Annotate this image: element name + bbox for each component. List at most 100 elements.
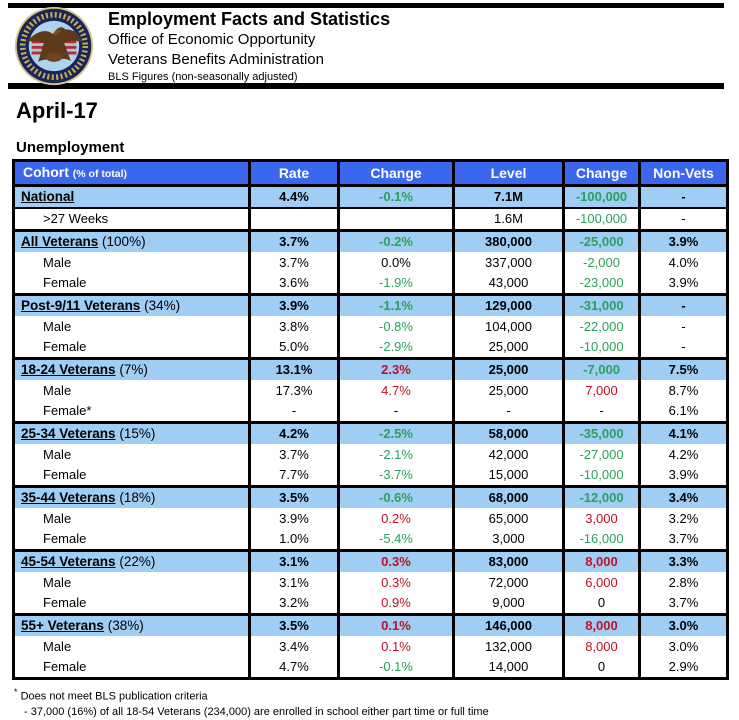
nonvets-cell: 8.7% <box>638 380 729 401</box>
level-change-cell: 7,000 <box>562 380 641 401</box>
nonvets-cell: 2.9% <box>638 657 729 679</box>
rate-cell: 4.7% <box>248 657 340 679</box>
cohort-cell: Male <box>12 636 251 657</box>
cohort-cell: All Veterans (100%) <box>12 229 251 252</box>
rate-cell: 17.3% <box>248 380 340 401</box>
nonvets-cell: 2.8% <box>638 572 729 593</box>
rate-cell: 3.8% <box>248 316 340 337</box>
cohort-label: 18-24 Veterans <box>21 362 116 377</box>
masthead-fine-print: BLS Figures (non-seasonally adjusted) <box>108 71 298 83</box>
rate-change-cell: -0.1% <box>337 657 455 679</box>
unemployment-table: Cohort (% of total) Rate Change Level Ch… <box>12 159 729 680</box>
cohort-share-of-total: (22%) <box>115 554 156 569</box>
level-change-cell: - <box>562 401 641 423</box>
col-header-level-change: Change <box>562 160 641 187</box>
cohort-cell: Female <box>12 529 251 551</box>
col-header-cohort-suffix: (% of total) <box>72 168 128 180</box>
cohort-share-of-total: (7%) <box>115 362 148 377</box>
rate-change-cell: -2.1% <box>337 444 455 465</box>
rate-cell: 3.2% <box>248 593 340 615</box>
level-cell: 380,000 <box>452 229 565 252</box>
level-change-cell: -23,000 <box>562 273 641 295</box>
cohort-share-of-total: (38%) <box>103 618 144 633</box>
cohort-cell: Female* <box>12 401 251 423</box>
rate-cell: 5.0% <box>248 337 340 359</box>
rate-change-cell: 0.3% <box>337 572 455 593</box>
rate-change-cell: 0.9% <box>337 593 455 615</box>
rate-change-cell: 4.7% <box>337 380 455 401</box>
level-change-cell: -10,000 <box>562 465 641 487</box>
rate-cell: 4.4% <box>248 184 340 208</box>
level-cell: 129,000 <box>452 293 565 316</box>
rate-cell: 3.4% <box>248 636 340 657</box>
rate-change-cell: 0.0% <box>337 252 455 273</box>
level-change-cell: -31,000 <box>562 293 641 316</box>
cohort-sub-row: Male 3.4% 0.1% 132,000 8,000 3.0% <box>12 636 729 657</box>
section-title: Unemployment <box>16 139 125 156</box>
footnote-bls-criteria: * Does not meet BLS publication criteria <box>14 687 489 703</box>
rate-change-cell: 2.3% <box>337 357 455 380</box>
cohort-cell: Female <box>12 465 251 487</box>
level-cell: 65,000 <box>452 508 565 529</box>
nonvets-cell: - <box>638 337 729 359</box>
asterisk-marker: * <box>14 687 18 697</box>
rate-cell: 3.6% <box>248 273 340 295</box>
level-change-cell: 0 <box>562 593 641 615</box>
level-cell: 9,000 <box>452 593 565 615</box>
level-cell: 43,000 <box>452 273 565 295</box>
masthead-subtitle-office: Office of Economic Opportunity <box>108 31 316 48</box>
cohort-sub-row: Male 3.7% -2.1% 42,000 -27,000 4.2% <box>12 444 729 465</box>
level-change-cell: 6,000 <box>562 572 641 593</box>
nonvets-cell: 3.0% <box>638 636 729 657</box>
cohort-label: Male <box>43 254 72 270</box>
cohort-cell: National <box>12 184 251 208</box>
cohort-label: 35-44 Veterans <box>21 490 116 505</box>
cohort-group-row: 45-54 Veterans (22%) 3.1% 0.3% 83,000 8,000 3… <box>12 549 729 572</box>
cohort-group-row: 35-44 Veterans (18%) 3.5% -0.6% 68,000 -12,0… <box>12 485 729 508</box>
col-header-rate: Rate <box>248 160 340 187</box>
cohort-cell: 18-24 Veterans (7%) <box>12 357 251 380</box>
level-change-cell: -100,000 <box>562 184 641 208</box>
level-change-cell: 8,000 <box>562 549 641 572</box>
level-change-cell: 8,000 <box>562 636 641 657</box>
rate-cell: - <box>248 401 340 423</box>
nonvets-cell: - <box>638 316 729 337</box>
col-header-rate-change: Change <box>337 160 455 187</box>
rate-change-cell: -2.5% <box>337 421 455 444</box>
cohort-label: Female <box>43 531 87 546</box>
cohort-label: >27 Weeks <box>43 211 109 226</box>
cohort-label: Female* <box>43 403 92 418</box>
cohort-sub-row: Male 17.3% 4.7% 25,000 7,000 8.7% <box>12 380 729 401</box>
level-change-cell: 3,000 <box>562 508 641 529</box>
col-header-nonvets: Non-Vets <box>638 160 729 187</box>
level-cell: 15,000 <box>452 465 565 487</box>
level-cell: 72,000 <box>452 572 565 593</box>
nonvets-cell: 4.2% <box>638 444 729 465</box>
footnotes: * Does not meet BLS publication criteria… <box>14 687 489 718</box>
cohort-cell: Male <box>12 572 251 593</box>
nonvets-cell: 3.3% <box>638 549 729 572</box>
nonvets-cell: 7.5% <box>638 357 729 380</box>
level-change-cell: -7,000 <box>562 357 641 380</box>
rate-change-cell: -0.6% <box>337 485 455 508</box>
cohort-share-of-total: (15%) <box>115 426 156 441</box>
rate-change-cell: 0.1% <box>337 613 455 636</box>
cohort-cell: Female <box>12 273 251 295</box>
col-header-level: Level <box>452 160 565 187</box>
cohort-label: All Veterans <box>21 234 99 249</box>
rate-change-cell: -3.7% <box>337 465 455 487</box>
level-change-cell: 8,000 <box>562 613 641 636</box>
cohort-label: 55+ Veterans <box>21 618 104 633</box>
cohort-label: Male <box>43 638 72 654</box>
cohort-group-row: National 4.4% -0.1% 7.1M -100,000- <box>12 184 729 208</box>
level-cell: 104,000 <box>452 316 565 337</box>
level-change-cell: -10,000 <box>562 337 641 359</box>
level-cell: 58,000 <box>452 421 565 444</box>
rate-cell: 3.9% <box>248 508 340 529</box>
masthead-subtitle-admin: Veterans Benefits Administration <box>108 51 324 68</box>
nonvets-cell: 3.7% <box>638 529 729 551</box>
cohort-share-of-total: (18%) <box>115 490 156 505</box>
level-change-cell: -25,000 <box>562 229 641 252</box>
level-cell: - <box>452 401 565 423</box>
